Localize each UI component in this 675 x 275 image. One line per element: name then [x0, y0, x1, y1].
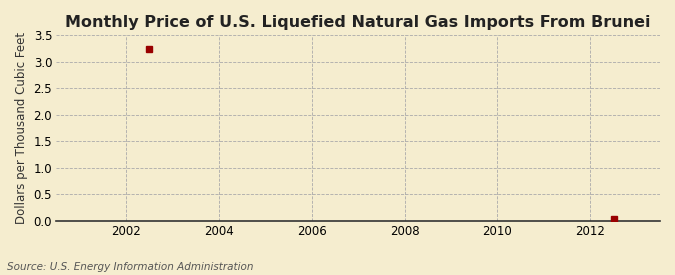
Y-axis label: Dollars per Thousand Cubic Feet: Dollars per Thousand Cubic Feet	[15, 32, 28, 224]
Title: Monthly Price of U.S. Liquefied Natural Gas Imports From Brunei: Monthly Price of U.S. Liquefied Natural …	[65, 15, 651, 30]
Text: Source: U.S. Energy Information Administration: Source: U.S. Energy Information Administ…	[7, 262, 253, 272]
